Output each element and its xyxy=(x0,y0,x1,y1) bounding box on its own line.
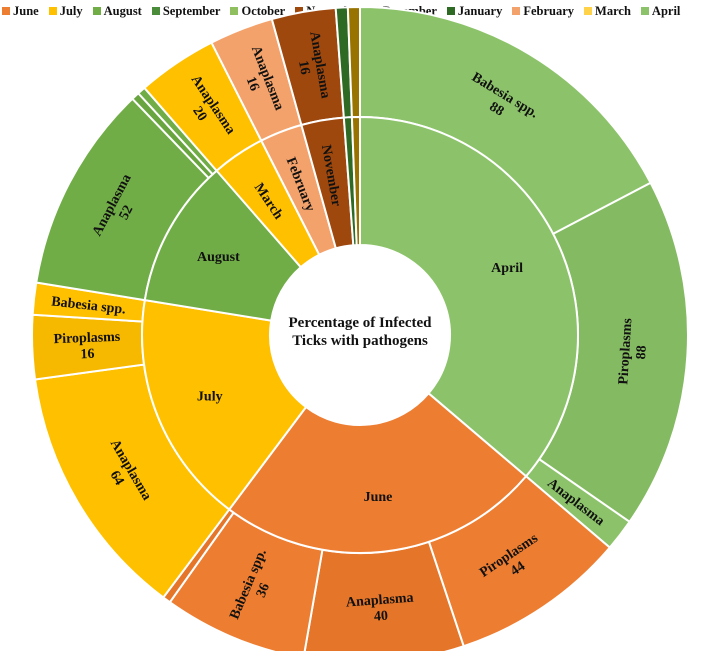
legend-item: July xyxy=(48,3,83,19)
legend-item: June xyxy=(2,4,39,19)
legend-item: March xyxy=(584,4,631,19)
legend-label: February xyxy=(523,3,575,18)
legend-swatch xyxy=(584,7,593,15)
inner-ring xyxy=(141,115,579,554)
legend-swatch xyxy=(512,7,521,15)
legend-label: July xyxy=(59,3,83,18)
legend-swatch xyxy=(2,7,10,15)
legend-swatch xyxy=(151,7,160,15)
legend-label: September xyxy=(162,3,221,18)
legend-item: April xyxy=(640,3,681,19)
center-hole xyxy=(270,245,450,425)
pathogen-label: Anaplasma40 xyxy=(345,591,415,627)
outer-ring xyxy=(31,5,689,651)
legend-item: January xyxy=(446,3,503,19)
legend-item: October xyxy=(230,4,285,19)
legend-swatch xyxy=(92,7,101,15)
legend-label: April xyxy=(651,3,681,18)
month-label: April xyxy=(491,261,523,276)
month-label: July xyxy=(197,390,223,405)
legend-label: March xyxy=(595,3,631,18)
legend-label: January xyxy=(457,3,503,18)
chart-title-line-2: Ticks with pathogens xyxy=(292,333,428,349)
legend-swatch xyxy=(230,7,239,15)
month-label: June xyxy=(364,490,393,505)
legend-item: February xyxy=(512,4,574,19)
legend-item: September xyxy=(151,3,221,19)
legend-swatch xyxy=(48,7,57,15)
pathogen-label: Piroplasms16 xyxy=(53,330,121,364)
legend-swatch xyxy=(446,7,455,15)
chart-title-line-1: Percentage of Infected xyxy=(289,315,433,331)
legend-swatch xyxy=(640,7,649,15)
legend-swatch xyxy=(295,7,304,15)
month-label: August xyxy=(197,250,240,265)
legend-label: June xyxy=(13,3,39,18)
pathogen-label: Piroplasms88 xyxy=(616,317,651,386)
legend-label: August xyxy=(103,3,142,18)
legend-label: October xyxy=(241,3,286,18)
legend-item: August xyxy=(92,3,142,19)
